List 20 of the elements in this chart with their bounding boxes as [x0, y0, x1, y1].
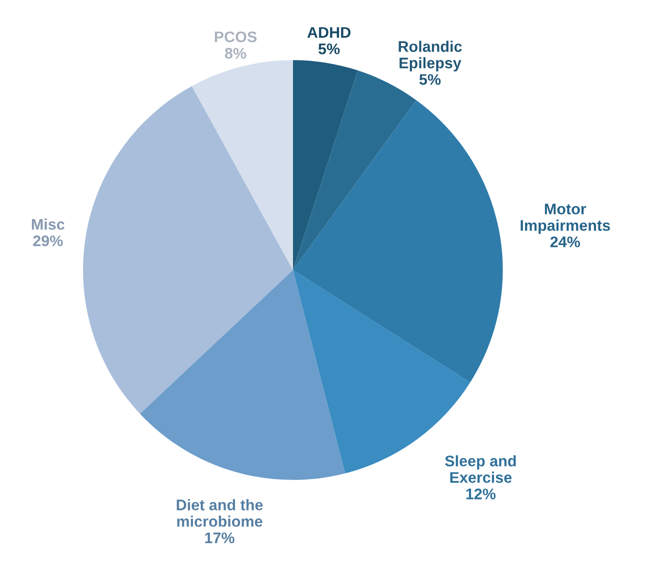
pie-slice: [292, 100, 503, 382]
slice-label: Misc: [32, 218, 64, 230]
data-label: 8%: [224, 48, 246, 59]
data-label: 17%: [205, 532, 234, 544]
slice-label: Sleep and Exercise: [445, 455, 516, 483]
slice-label: Diet and the microbiome: [176, 499, 263, 527]
data-label: 24%: [550, 236, 580, 248]
slice-label: Rolandic Epilepsy: [398, 40, 462, 72]
pie-slice: [140, 270, 346, 480]
pie-slice: [292, 70, 416, 270]
slice-label: ADHD: [307, 27, 350, 38]
data-label: 5%: [318, 44, 340, 54]
data-label: 12%: [466, 488, 496, 500]
data-label: 5%: [419, 74, 441, 85]
slice-label: Motor Impairments: [520, 204, 610, 234]
slice-label: PCOS: [214, 31, 257, 42]
pie-slice: [292, 60, 358, 270]
pie-slice: [192, 60, 293, 270]
pie-slice: [83, 86, 293, 414]
data-label: 29%: [33, 235, 63, 246]
